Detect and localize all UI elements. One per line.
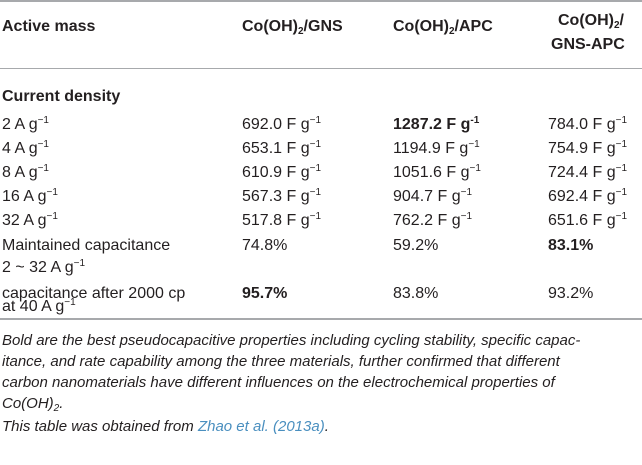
section-current-density: Current density (2, 88, 121, 105)
table-header-rule (0, 68, 642, 69)
row-label: 8 A g−1 (2, 163, 49, 182)
table-top-rule (0, 0, 642, 2)
cell-gns-apc: 692.4 F g−1 (548, 187, 628, 206)
header-co-oh2-gns-apc-line1: Co(OH)2/ (558, 12, 624, 31)
cell-apc: 83.8% (393, 285, 439, 302)
cell-apc-best: 1287.2 F g-1 (393, 115, 480, 134)
row-label: 16 A g−1 (2, 187, 58, 206)
cell-apc: 1051.6 F g−1 (393, 163, 481, 182)
row-label: 4 A g−1 (2, 139, 49, 158)
citation-link[interactable]: Zhao et al. (2013a) (197, 418, 325, 435)
row-label-line1: Maintained capacitance (2, 237, 171, 254)
row-label-line2: 2 ~ 32 A g−1 (2, 258, 86, 277)
row-label-line1: capacitance after 2000 cp (2, 285, 186, 302)
cell-gns: 653.1 F g−1 (242, 139, 322, 158)
row-label: 32 A g−1 (2, 211, 58, 230)
cell-gns: 74.8% (242, 237, 288, 254)
cell-apc: 59.2% (393, 237, 439, 254)
header-co-oh2-gns-apc-line2: GNS-APC (551, 36, 625, 53)
table-bottom-rule (0, 318, 642, 320)
cell-gns: 692.0 F g−1 (242, 115, 322, 134)
cell-apc: 1194.9 F g−1 (393, 139, 480, 158)
cell-gns-apc: 754.9 F g−1 (548, 139, 628, 158)
cell-gns: 610.9 F g−1 (242, 163, 322, 182)
cell-gns-apc: 784.0 F g−1 (548, 115, 628, 134)
cycling-label-line2: at 40 A g−1 (2, 297, 76, 316)
header-co-oh2-apc: Co(OH)2/APC (393, 18, 493, 37)
cell-gns-apc: 724.4 F g−1 (548, 163, 628, 182)
cell-gns-apc: 93.2% (548, 285, 594, 302)
cell-gns-apc-best: 83.1% (548, 237, 594, 254)
row-label: 2 A g−1 (2, 115, 49, 134)
footnote-source: This table was obtained from Zhao et al.… (2, 418, 329, 435)
cell-gns-best: 95.7% (242, 285, 288, 302)
header-co-oh2-gns: Co(OH)2/GNS (242, 18, 343, 37)
header-active-mass: Active mass (2, 18, 96, 35)
cell-gns-apc: 651.6 F g−1 (548, 211, 628, 230)
cell-apc: 904.7 F g−1 (393, 187, 473, 206)
footnote-bold-explanation: Bold are the best pseudocapacitive prope… (2, 332, 581, 414)
cell-gns: 567.3 F g−1 (242, 187, 322, 206)
cell-apc: 762.2 F g−1 (393, 211, 473, 230)
cell-gns: 517.8 F g−1 (242, 211, 322, 230)
